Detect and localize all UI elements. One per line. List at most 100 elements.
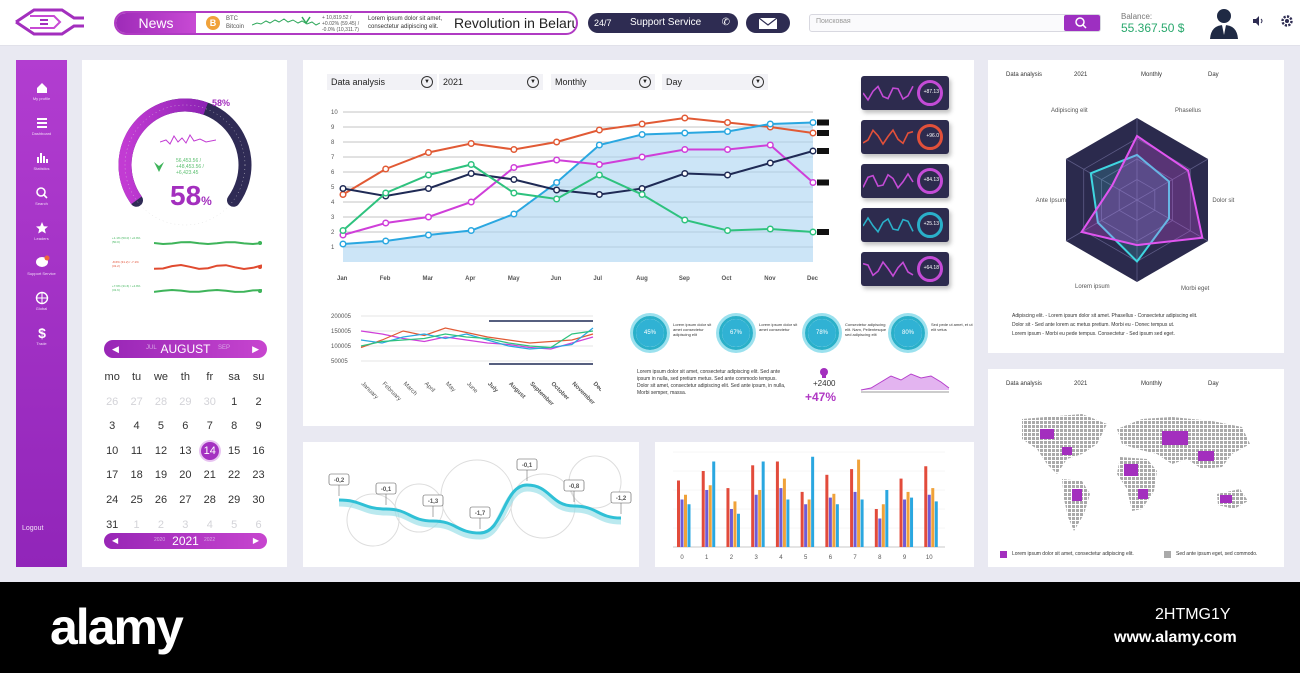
brand-logo-icon[interactable]: [14, 6, 86, 38]
sidebar-item[interactable]: Search: [16, 185, 67, 215]
search-field[interactable]: Поисковая: [809, 14, 1101, 32]
prev-month-label[interactable]: JUL: [146, 345, 157, 351]
percent-circle[interactable]: 80%: [891, 316, 925, 350]
radar-filter-period[interactable]: Monthly: [1141, 72, 1163, 78]
calendar-day[interactable]: 8: [222, 414, 246, 439]
calendar-day[interactable]: 3: [173, 513, 197, 538]
map-filter-period[interactable]: Monthly: [1141, 381, 1163, 387]
data-point: [809, 228, 817, 236]
calendar-day[interactable]: 27: [173, 488, 197, 513]
calendar-day[interactable]: 18: [124, 463, 148, 488]
calendar-day[interactable]: 7: [198, 414, 222, 439]
calendar-day[interactable]: 28: [198, 488, 222, 513]
sidebar-item[interactable]: Leaders: [16, 220, 67, 250]
news-headline[interactable]: Revolution in Belarus: [454, 15, 578, 31]
calendar-day[interactable]: 1: [222, 390, 246, 415]
calendar-day[interactable]: 5: [222, 513, 246, 538]
weekday-label: tu: [131, 371, 142, 383]
filter-analysis[interactable]: Data analysis ▼: [327, 74, 437, 90]
search-input[interactable]: Поисковая: [816, 18, 851, 25]
calendar-day[interactable]: 6: [246, 513, 270, 538]
calendar-day[interactable]: 1: [124, 513, 148, 538]
percent-circle[interactable]: 67%: [719, 316, 753, 350]
mini-stat-widget[interactable]: +87.13: [861, 76, 949, 110]
logout-button[interactable]: Logout: [22, 525, 44, 532]
percent-circle[interactable]: 45%: [633, 316, 667, 350]
filter-unit[interactable]: Day ▼: [662, 74, 768, 90]
calendar-day[interactable]: 27: [124, 390, 148, 415]
sidebar-item[interactable]: My profile: [16, 80, 67, 110]
calendar-day[interactable]: 12: [149, 439, 173, 464]
calendar-day[interactable]: 20: [173, 463, 197, 488]
calendar-day[interactable]: 5: [149, 414, 173, 439]
calendar-day[interactable]: 13: [173, 439, 197, 464]
sidebar-item[interactable]: Dashboard: [16, 115, 67, 145]
next-year-arrow-icon[interactable]: ▶: [252, 536, 259, 545]
mail-button[interactable]: [746, 13, 790, 33]
user-avatar-icon[interactable]: [1209, 7, 1239, 39]
calendar-day[interactable]: 24: [100, 488, 124, 513]
calendar-day[interactable]: 28: [149, 390, 173, 415]
search-button[interactable]: [1064, 15, 1100, 31]
calendar-day[interactable]: 29: [173, 390, 197, 415]
gear-icon[interactable]: [1280, 14, 1294, 28]
percent-circle[interactable]: 78%: [805, 316, 839, 350]
calendar-day[interactable]: 26: [149, 488, 173, 513]
calendar-day[interactable]: 14: [198, 439, 222, 464]
mini-stat-widget[interactable]: +84.13: [861, 164, 949, 198]
calendar-day[interactable]: 4: [198, 513, 222, 538]
calendar-day[interactable]: 6: [173, 414, 197, 439]
calendar-day[interactable]: 2: [149, 513, 173, 538]
calendar-day[interactable]: 22: [222, 463, 246, 488]
calendar-day[interactable]: 4: [124, 414, 148, 439]
mini-stat-widget[interactable]: +64.18: [861, 252, 949, 286]
x-tick-label: 6: [829, 555, 833, 561]
sidebar-item[interactable]: $ Trade: [16, 325, 67, 355]
speaker-icon[interactable]: [1252, 15, 1264, 27]
next-month-arrow-icon[interactable]: ▶: [252, 344, 259, 354]
filter-year[interactable]: 2021 ▼: [439, 74, 543, 90]
calendar-day[interactable]: 2: [246, 390, 270, 415]
map-filter-analysis[interactable]: Data analysis: [1006, 381, 1043, 387]
calendar-day[interactable]: 11: [124, 439, 148, 464]
radar-filter-year[interactable]: 2021: [1074, 72, 1088, 78]
news-ticker[interactable]: News B BTC Bitcoin + 10,819.52 / +0.02% …: [114, 11, 578, 35]
news-label[interactable]: News: [116, 13, 196, 33]
support-service-button[interactable]: 24/7 Support Service ✆: [588, 13, 738, 33]
sidebar-item[interactable]: Support Service: [16, 255, 67, 285]
calendar-day[interactable]: 30: [198, 390, 222, 415]
calendar-day[interactable]: 26: [100, 390, 124, 415]
prev-year-arrow-icon[interactable]: ◀: [112, 536, 119, 545]
calendar-day[interactable]: 31: [100, 513, 124, 538]
calendar-day[interactable]: 30: [246, 488, 270, 513]
y-tick-label: 7: [331, 155, 335, 161]
prev-month-arrow-icon[interactable]: ◀: [112, 344, 119, 354]
percent-caption: Sed pede ut amet, et ut elit vetus: [931, 322, 973, 332]
map-filter-year[interactable]: 2021: [1074, 381, 1088, 387]
radar-filter-analysis[interactable]: Data analysis: [1006, 72, 1043, 78]
widget-ring: [917, 256, 943, 282]
calendar-day[interactable]: 16: [246, 439, 270, 464]
map-filter-unit[interactable]: Day: [1208, 381, 1219, 387]
filter-period[interactable]: Monthly ▼: [551, 74, 655, 90]
calendar-day[interactable]: 25: [124, 488, 148, 513]
calendar-day[interactable]: 9: [246, 414, 270, 439]
percent-caption: Lorem ipsum dolor sit amet consectetur a…: [673, 322, 712, 337]
calendar-day[interactable]: 23: [246, 463, 270, 488]
next-year-label[interactable]: 2022: [204, 537, 216, 543]
calendar-day[interactable]: 3: [100, 414, 124, 439]
calendar-day[interactable]: 29: [222, 488, 246, 513]
prev-year-label[interactable]: 2020: [154, 537, 166, 543]
calendar-day[interactable]: 21: [198, 463, 222, 488]
mini-stat-widget[interactable]: +25.13: [861, 208, 949, 242]
calendar-day[interactable]: 15: [222, 439, 246, 464]
radar-filter-unit[interactable]: Day: [1208, 72, 1219, 78]
stat-small: +2400: [813, 379, 836, 388]
calendar-day[interactable]: 10: [100, 439, 124, 464]
calendar-day[interactable]: 17: [100, 463, 124, 488]
calendar-day[interactable]: 19: [149, 463, 173, 488]
next-month-label[interactable]: SEP: [218, 345, 231, 351]
sidebar-item[interactable]: Global: [16, 290, 67, 320]
sidebar-item[interactable]: Statistics: [16, 150, 67, 180]
mini-stat-widget[interactable]: +96.0: [861, 120, 949, 154]
